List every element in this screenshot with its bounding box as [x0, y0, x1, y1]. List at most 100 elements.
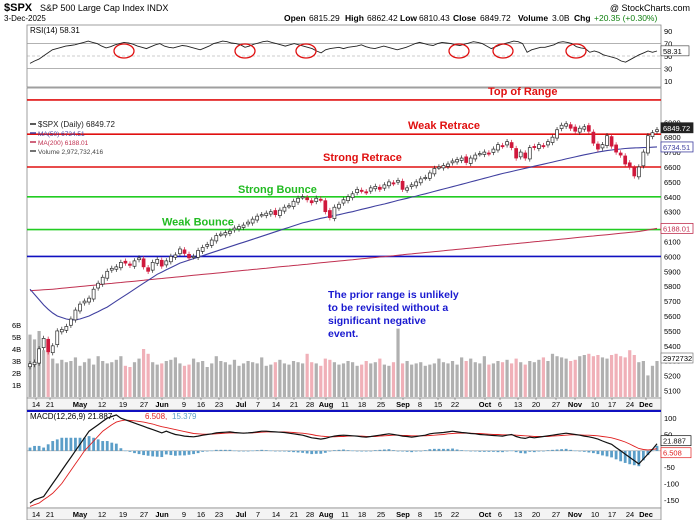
- date-tick-label-bottom: 22: [451, 510, 459, 519]
- volume-bar: [496, 361, 500, 397]
- last-value-label: 6188.01: [663, 224, 690, 233]
- price-tick-label: 5100: [664, 387, 681, 396]
- volume-bar: [105, 363, 109, 397]
- price-tick-label: 6100: [664, 238, 681, 247]
- chg-value: +20.35 (+0.30%): [594, 13, 657, 23]
- annotation-text: The prior range is unlikely: [328, 289, 459, 301]
- candle-body: [523, 152, 528, 159]
- date-tick-label: Aug: [319, 400, 334, 409]
- date-tick-label: 16: [197, 400, 205, 409]
- date-tick-label: 11: [341, 400, 349, 409]
- macd-histogram-bar: [342, 449, 345, 451]
- candle-body: [518, 151, 523, 158]
- candle-body: [159, 259, 164, 267]
- macd-histogram-bar: [560, 449, 563, 451]
- candle-body: [223, 232, 228, 236]
- ma200-line: [29, 227, 658, 292]
- volume-bar: [101, 361, 105, 397]
- date-axis: 14 14 21 21 May May 12 12 19 19 27 27 Jun Jun 9 9 16 16 23…: [32, 398, 653, 519]
- macd-histogram-bar: [114, 443, 118, 451]
- volume-bar: [69, 361, 73, 397]
- volume-bar: [328, 359, 332, 397]
- candle-body: [396, 180, 400, 183]
- macd-histogram-bar: [346, 450, 350, 451]
- macd-histogram-bar: [119, 448, 123, 451]
- macd-histogram-bar: [492, 450, 495, 452]
- candle-body: [341, 199, 346, 204]
- candle-body: [441, 165, 446, 169]
- macd-histogram-bar: [137, 450, 141, 455]
- volume-bar: [573, 359, 577, 397]
- macd-title-signal: 6.508,: [145, 412, 167, 421]
- date-tick-label: 20: [532, 400, 540, 409]
- volume-bar: [587, 353, 591, 397]
- rsi-chart: RSI(14) 58.31 10 30 50 70 90 58.31: [27, 26, 690, 86]
- macd-histogram-bar: [169, 450, 173, 456]
- volume-bar: [396, 328, 400, 397]
- candle-body: [291, 200, 296, 207]
- candle-body: [514, 148, 519, 159]
- macd-signal-line: [29, 419, 658, 507]
- macd-histogram-bar: [46, 444, 50, 451]
- candle-body: [314, 197, 319, 202]
- volume-bar: [201, 361, 205, 397]
- candle-body: [509, 142, 514, 148]
- candle-body: [328, 210, 332, 219]
- volume-bar: [646, 375, 650, 397]
- macd-histogram-bar: [432, 448, 436, 451]
- macd-histogram-bar: [128, 450, 132, 452]
- close-label: Close: [453, 13, 476, 23]
- macd-histogram-bar: [587, 450, 591, 453]
- date-tick-label-bottom: 14: [272, 510, 280, 519]
- candle-body: [32, 361, 37, 365]
- volume-bar: [400, 363, 405, 397]
- volume-bar: [446, 363, 450, 397]
- macd-histogram-bar: [223, 449, 227, 451]
- candle-body: [241, 224, 246, 228]
- candle-body: [109, 267, 114, 271]
- candle-body: [332, 206, 337, 219]
- macd-histogram-bar: [278, 450, 282, 452]
- date-tick-label-bottom: 21: [46, 510, 54, 519]
- volume-bar: [423, 365, 427, 397]
- volume-bar: [46, 344, 50, 397]
- candle-body: [123, 260, 128, 264]
- macd-histogram-bar: [205, 450, 209, 452]
- volume-bar: [51, 358, 55, 397]
- volume-bar: [455, 364, 459, 397]
- volume-bar: [482, 356, 486, 397]
- volume-bar: [296, 362, 300, 397]
- price-chart: 1B2B3B4B5B6B5100520053005400550056005700…: [12, 86, 694, 397]
- macd-histogram-bar: [251, 450, 255, 452]
- volume-bar: [510, 363, 514, 397]
- volume-bar: [505, 359, 509, 397]
- volume-bar: [487, 364, 491, 397]
- candle-body: [228, 230, 232, 234]
- date-tick-label: 12: [98, 400, 106, 409]
- volume-bar: [319, 365, 323, 397]
- macd-histogram-bar: [637, 450, 641, 467]
- volume-bar: [155, 364, 159, 397]
- candle-body: [618, 152, 623, 156]
- volume-bar: [241, 363, 246, 397]
- candle-body: [437, 166, 441, 169]
- macd-histogram-bar: [333, 450, 336, 451]
- candle-body: [318, 198, 323, 201]
- ma50-line: [29, 146, 658, 321]
- price-tick-label: 6800: [664, 133, 681, 142]
- volume-last-box: [660, 352, 694, 364]
- volume-bar: [187, 364, 191, 397]
- close-value: 6849.72: [480, 13, 511, 23]
- candle-body: [200, 247, 205, 252]
- date-tick-label: 21: [46, 400, 54, 409]
- candle-body: [400, 180, 405, 190]
- volume-bar: [132, 362, 137, 397]
- macd-histogram-bar: [387, 449, 391, 451]
- date-tick-label-bottom: 28: [306, 510, 314, 519]
- candle-body: [246, 221, 250, 225]
- date-tick-label: 6: [498, 400, 502, 409]
- volume-bar: [450, 361, 455, 397]
- candle-body: [573, 126, 578, 132]
- macd-last-box: [660, 435, 692, 447]
- volume-bar: [419, 362, 423, 397]
